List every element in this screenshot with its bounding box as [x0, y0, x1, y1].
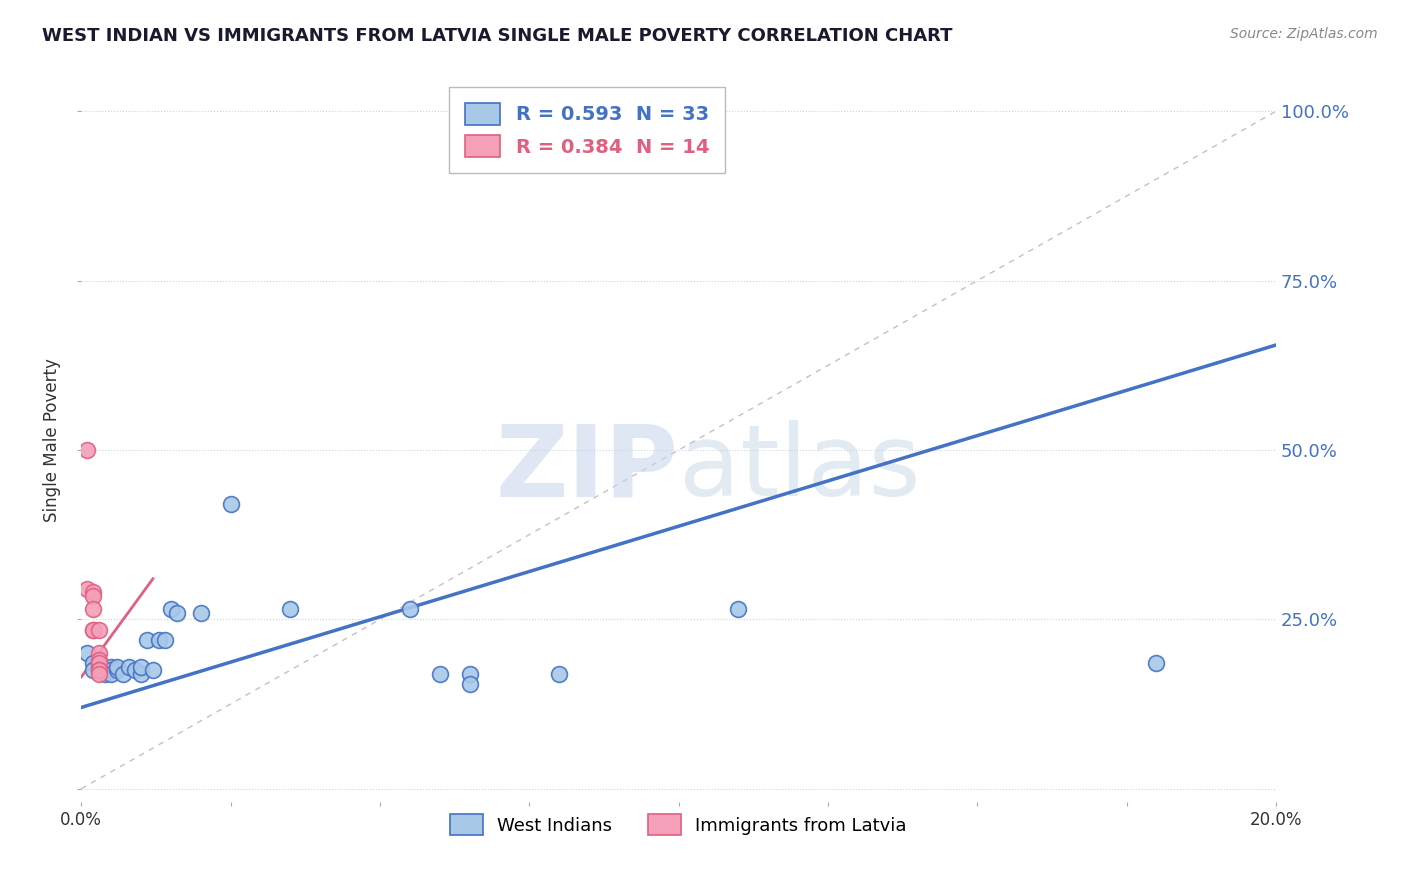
- Point: [219, 497, 242, 511]
- Point: [89, 663, 111, 677]
- Point: [82, 585, 104, 599]
- Point: [89, 646, 111, 660]
- Point: [100, 663, 122, 677]
- Point: [89, 623, 111, 637]
- Legend: West Indians, Immigrants from Latvia: West Indians, Immigrants from Latvia: [441, 805, 915, 844]
- Point: [118, 660, 141, 674]
- Point: [278, 602, 301, 616]
- Point: [548, 666, 571, 681]
- Point: [160, 602, 183, 616]
- Point: [190, 606, 212, 620]
- Point: [76, 646, 98, 660]
- Point: [100, 666, 122, 681]
- Text: Source: ZipAtlas.com: Source: ZipAtlas.com: [1230, 27, 1378, 41]
- Point: [124, 663, 146, 677]
- Point: [82, 602, 104, 616]
- Point: [76, 443, 98, 458]
- Text: WEST INDIAN VS IMMIGRANTS FROM LATVIA SINGLE MALE POVERTY CORRELATION CHART: WEST INDIAN VS IMMIGRANTS FROM LATVIA SI…: [42, 27, 953, 45]
- Point: [82, 589, 104, 603]
- Point: [76, 582, 98, 596]
- Text: ZIP: ZIP: [496, 420, 679, 517]
- Point: [166, 606, 188, 620]
- Point: [94, 666, 117, 681]
- Point: [458, 666, 481, 681]
- Point: [82, 657, 104, 671]
- Point: [458, 677, 481, 691]
- Point: [89, 657, 111, 671]
- Y-axis label: Single Male Poverty: Single Male Poverty: [44, 358, 60, 522]
- Point: [82, 623, 104, 637]
- Point: [100, 660, 122, 674]
- Point: [129, 666, 152, 681]
- Point: [148, 632, 170, 647]
- Point: [398, 602, 420, 616]
- Point: [89, 666, 111, 681]
- Text: atlas: atlas: [679, 420, 921, 517]
- Point: [82, 623, 104, 637]
- Point: [94, 663, 117, 677]
- Point: [727, 602, 749, 616]
- Point: [89, 657, 111, 671]
- Point: [142, 663, 165, 677]
- Point: [136, 632, 159, 647]
- Point: [105, 663, 128, 677]
- Point: [89, 653, 111, 667]
- Point: [429, 666, 451, 681]
- Point: [1146, 657, 1168, 671]
- Point: [129, 660, 152, 674]
- Point: [112, 666, 135, 681]
- Point: [82, 663, 104, 677]
- Point: [153, 632, 176, 647]
- Point: [89, 660, 111, 674]
- Point: [89, 663, 111, 677]
- Point: [105, 660, 128, 674]
